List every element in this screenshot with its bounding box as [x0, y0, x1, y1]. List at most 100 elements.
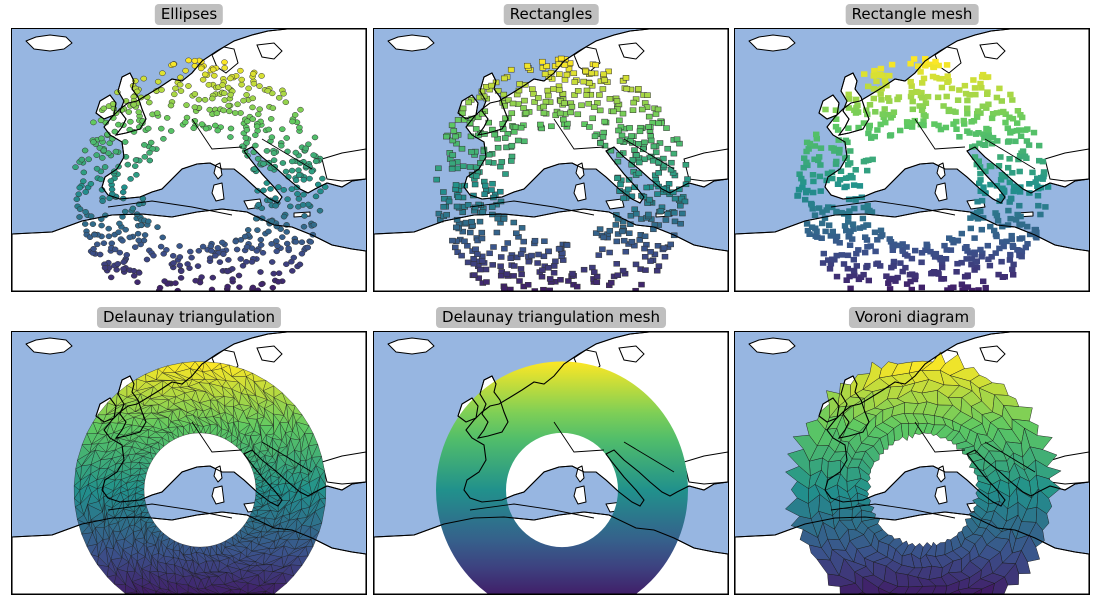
data-ellipse	[274, 243, 280, 248]
data-rectangle	[473, 247, 479, 252]
data-ellipse	[293, 150, 299, 155]
data-rectangle	[629, 239, 635, 244]
data-rectangle	[541, 254, 547, 259]
mesh-cell	[977, 177, 983, 183]
data-rectangle	[589, 265, 595, 270]
mesh-cell	[890, 276, 896, 282]
data-ellipse	[256, 202, 262, 207]
data-ellipse	[251, 81, 257, 86]
data-ellipse	[131, 273, 137, 278]
data-rectangle	[472, 182, 478, 187]
data-ellipse	[94, 166, 100, 171]
mesh-cell	[847, 242, 853, 248]
data-rectangle	[601, 235, 607, 240]
mesh-cell	[975, 108, 981, 114]
data-rectangle	[643, 268, 649, 273]
data-rectangle	[614, 239, 620, 244]
data-rectangle	[451, 128, 457, 133]
data-ellipse	[100, 199, 106, 204]
data-ellipse	[221, 108, 227, 113]
data-ellipse	[146, 100, 152, 105]
data-ellipse	[236, 273, 242, 278]
data-rectangle	[558, 277, 564, 282]
data-rectangle	[468, 134, 474, 139]
mesh-cell	[979, 227, 985, 233]
mesh-cell	[984, 91, 990, 97]
data-ellipse	[193, 278, 199, 283]
data-rectangle	[541, 111, 547, 116]
mesh-cell	[996, 86, 1002, 92]
data-ellipse	[296, 196, 302, 201]
data-rectangle	[581, 79, 587, 84]
mesh-cell	[956, 87, 962, 93]
data-rectangle	[450, 161, 456, 166]
mesh-cell	[968, 119, 974, 125]
data-rectangle	[637, 129, 643, 134]
data-ellipse	[276, 95, 282, 100]
data-ellipse	[159, 87, 165, 92]
mesh-cell	[922, 113, 928, 119]
mesh-cell	[930, 74, 936, 80]
data-ellipse	[281, 91, 287, 96]
data-ellipse	[106, 226, 112, 231]
data-rectangle	[525, 282, 531, 287]
data-ellipse	[108, 178, 114, 183]
data-ellipse	[283, 262, 289, 267]
data-rectangle	[452, 245, 458, 250]
data-ellipse	[128, 176, 134, 181]
data-rectangle	[556, 87, 562, 92]
data-ellipse	[185, 83, 191, 88]
mesh-cell	[1019, 115, 1025, 121]
mesh-cell	[833, 159, 839, 165]
data-rectangle	[471, 256, 477, 261]
mesh-cell	[995, 272, 1001, 278]
data-rectangle	[664, 126, 670, 131]
mesh-cell	[1008, 196, 1014, 202]
map-axes	[11, 331, 367, 595]
data-rectangle	[625, 187, 631, 192]
mesh-cell	[1041, 169, 1047, 175]
data-rectangle	[467, 230, 473, 235]
mesh-cell	[803, 160, 809, 166]
data-ellipse	[318, 189, 324, 194]
data-ellipse	[311, 153, 317, 158]
data-rectangle	[630, 157, 636, 162]
data-ellipse	[133, 172, 139, 177]
data-rectangle	[631, 100, 637, 105]
mesh-cell	[813, 233, 819, 239]
data-rectangle	[591, 270, 597, 275]
data-rectangle	[490, 181, 496, 186]
data-rectangle	[663, 218, 669, 223]
data-rectangle	[645, 212, 651, 217]
mesh-cell	[865, 131, 871, 137]
data-ellipse	[83, 189, 89, 194]
mesh-cell	[819, 235, 825, 241]
data-rectangle	[639, 282, 645, 287]
mesh-cell	[983, 285, 989, 291]
data-rectangle	[489, 205, 495, 210]
data-ellipse	[76, 192, 82, 197]
data-ellipse	[237, 68, 243, 73]
mesh-cell	[948, 247, 954, 253]
data-ellipse	[90, 222, 96, 227]
data-rectangle	[633, 262, 639, 267]
mesh-cell	[833, 124, 839, 130]
mesh-cell	[919, 285, 925, 291]
data-ellipse	[73, 165, 79, 170]
mesh-cell	[878, 97, 884, 103]
data-ellipse	[271, 271, 277, 276]
data-rectangle	[628, 213, 634, 218]
data-ellipse	[135, 231, 141, 236]
data-ellipse	[278, 143, 284, 148]
mesh-cell	[910, 99, 916, 105]
mesh-cell	[851, 257, 857, 263]
data-rectangle	[469, 219, 475, 224]
mesh-cell	[1000, 109, 1006, 115]
data-rectangle	[523, 110, 529, 115]
panel-title: Delaunay triangulation mesh	[436, 307, 666, 328]
data-ellipse	[227, 134, 233, 139]
data-rectangle	[602, 78, 608, 83]
data-rectangle	[646, 114, 652, 119]
mesh-cell	[987, 263, 993, 269]
data-ellipse	[233, 239, 239, 244]
